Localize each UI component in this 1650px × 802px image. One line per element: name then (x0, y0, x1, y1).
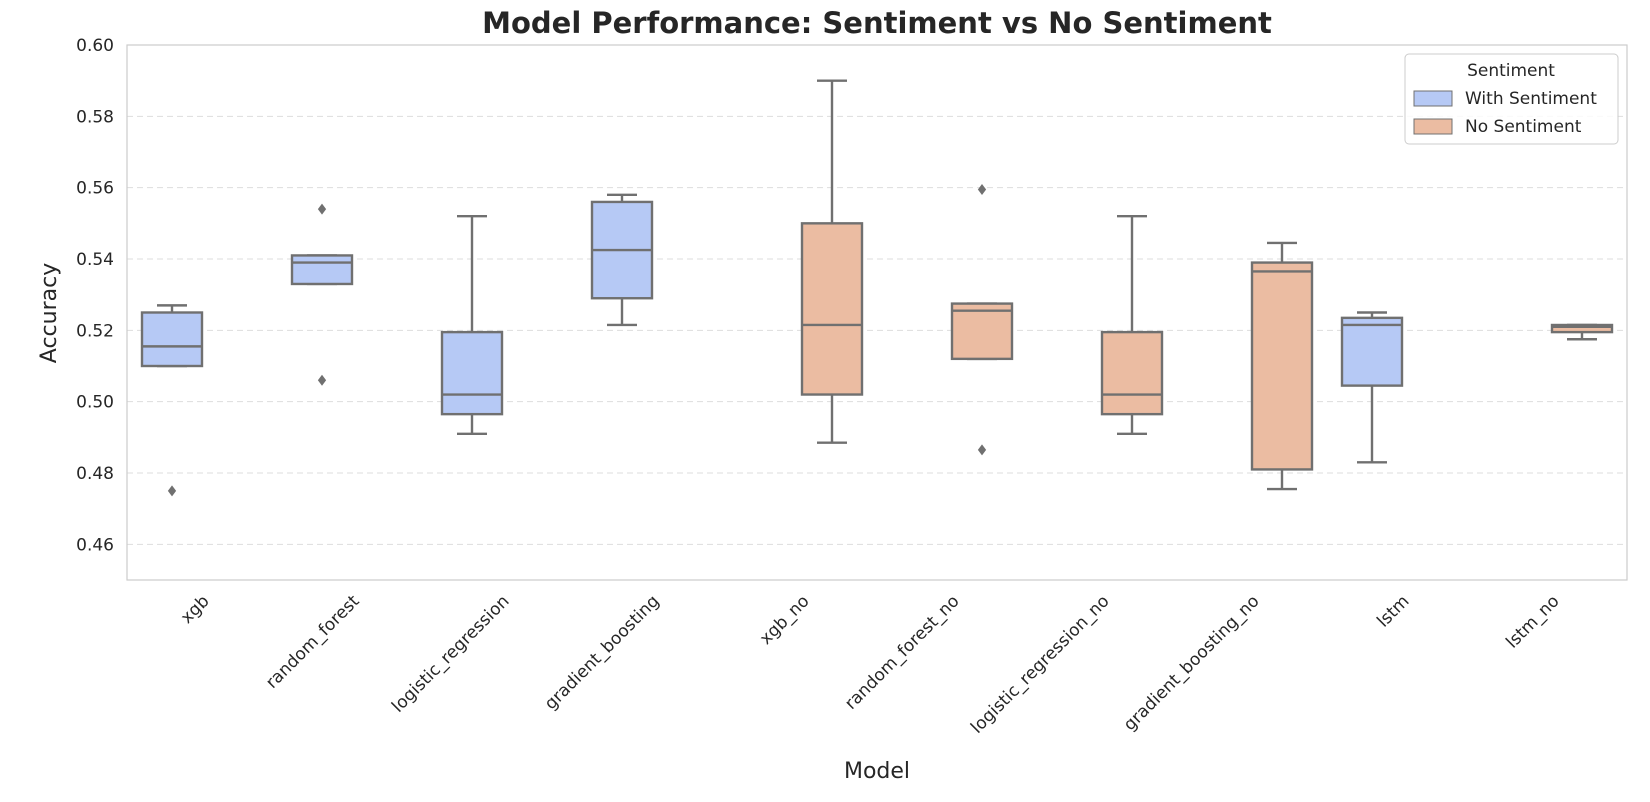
outlier-point (977, 444, 987, 456)
legend-label-no-sentiment: No Sentiment (1465, 117, 1582, 137)
x-axis-label: Model (844, 759, 910, 784)
box-body (1340, 316, 1404, 387)
box-body (800, 222, 864, 396)
x-axis-ticks: xgb random_forest logistic_regression gradi… (177, 591, 1564, 738)
box-gradient-boosting-no (1250, 241, 1314, 491)
y-tick-label: 0.48 (76, 464, 114, 484)
y-tick-label: 0.50 (76, 393, 114, 413)
outlier-point (977, 183, 987, 195)
legend-title: Sentiment (1467, 61, 1555, 81)
y-tick-label: 0.58 (76, 107, 114, 127)
boxes (140, 79, 1614, 497)
legend-swatch-no-sentiment (1413, 118, 1453, 135)
y-tick-label: 0.60 (76, 36, 114, 56)
box-body (140, 311, 204, 368)
outlier-point (317, 374, 327, 386)
x-tick-label-gradient-boosting-no: gradient_boosting_no (1120, 591, 1264, 735)
box-xgb (140, 304, 204, 497)
y-tick-label: 0.46 (76, 535, 114, 555)
y-axis-label: Accuracy (37, 263, 62, 363)
box-body (440, 330, 504, 416)
legend: Sentiment With Sentiment No Sentiment (1404, 53, 1619, 145)
box-body (950, 302, 1014, 361)
x-tick-label-random-forest-no: random_forest_no (841, 591, 963, 713)
x-tick-label-xgb: xgb (177, 591, 214, 628)
legend-label-with-sentiment: With Sentiment (1465, 89, 1597, 109)
y-tick-label: 0.54 (76, 250, 114, 270)
box-xgb-no (800, 79, 864, 444)
box-random-forest (290, 203, 354, 386)
box-logistic-regression-no (1100, 214, 1164, 435)
box-lstm-no (1550, 323, 1614, 341)
outlier-point (317, 203, 327, 215)
y-axis-ticks: 0.46 0.48 0.50 0.52 0.54 0.56 0.58 0.60 (76, 36, 114, 555)
x-tick-label-xgb-no: xgb_no (756, 591, 814, 649)
box-body (290, 254, 354, 286)
plot-frame (126, 44, 1628, 581)
box-lstm (1340, 311, 1404, 464)
box-logistic-regression (440, 214, 504, 435)
x-tick-label-lstm: lstm (1373, 591, 1413, 631)
legend-frame (1404, 53, 1619, 145)
box-body (1250, 261, 1314, 471)
x-tick-label-lstm-no: lstm_no (1502, 591, 1563, 652)
chart-title: Model Performance: Sentiment vs No Senti… (482, 6, 1272, 40)
box-gradient-boosting (590, 193, 654, 327)
grid-lines (127, 44, 1627, 545)
x-tick-label-logistic-regression: logistic_regression (388, 591, 513, 716)
legend-swatch-with-sentiment (1413, 90, 1453, 107)
x-tick-label-gradient-boosting: gradient_boosting (541, 591, 664, 714)
x-tick-label-random-forest: random_forest (262, 591, 364, 693)
box-body (1100, 330, 1164, 416)
y-tick-label: 0.52 (76, 321, 114, 341)
box-random-forest-no (950, 183, 1014, 456)
box-body (1550, 323, 1614, 334)
outlier-point (167, 485, 177, 497)
y-tick-label: 0.56 (76, 179, 114, 199)
x-tick-label-logistic-regression-no: logistic_regression_no (967, 591, 1113, 737)
